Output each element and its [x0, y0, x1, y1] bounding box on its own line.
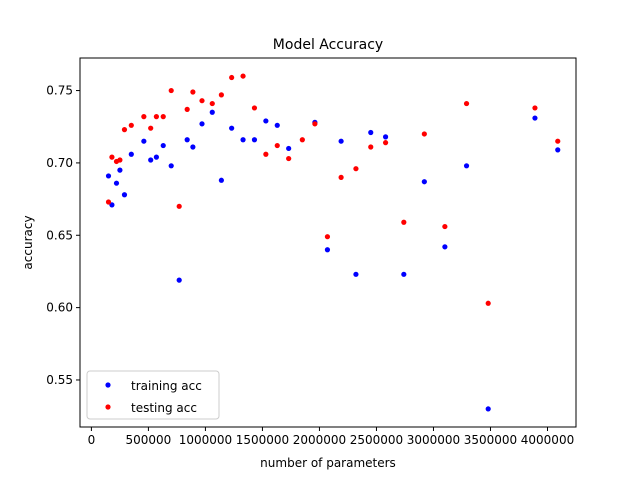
- legend: training acc testing acc: [86, 370, 220, 420]
- testing-acc-point: [153, 114, 159, 120]
- testing-acc-point: [485, 300, 491, 306]
- plot-frame: [79, 57, 577, 428]
- training-acc-point: [105, 173, 112, 179]
- x-tick-label: 2500000: [350, 433, 403, 447]
- training-acc-point: [463, 163, 470, 169]
- training-acc-point: [199, 121, 205, 127]
- x-axis-ticks: 0 500000 1000000 1500000 2000000 2500000 30000…: [88, 427, 574, 447]
- training-acc-point: [532, 115, 538, 121]
- testing-acc-point: [286, 155, 292, 162]
- testing-acc-point: [190, 89, 196, 95]
- x-tick-label: 500000: [126, 433, 172, 447]
- testing-acc-point: [353, 166, 359, 172]
- testing-acc-point: [368, 144, 374, 150]
- testing-acc-point: [184, 106, 190, 112]
- training-acc-point: [160, 142, 166, 149]
- training-acc-point: [209, 109, 215, 115]
- testing-acc-point: [263, 151, 269, 157]
- training-acc-point: [240, 137, 246, 143]
- training-acc-point: [274, 122, 280, 128]
- testing-acc-point: [338, 174, 344, 180]
- training-acc-point: [338, 138, 344, 144]
- training-acc-point: [442, 244, 448, 250]
- testing-acc-point: [442, 223, 448, 230]
- testing-acc-point: [382, 140, 389, 146]
- x-tick-label: 3000000: [407, 433, 460, 447]
- x-tick-label: 3500000: [464, 433, 517, 447]
- training-acc-point: [184, 137, 190, 143]
- testing-acc-point: [421, 131, 427, 137]
- training-acc-point: [168, 163, 174, 169]
- training-acc-point: [555, 147, 561, 153]
- testing-acc-point: [240, 73, 246, 79]
- training-acc-point: [286, 145, 292, 152]
- legend-label-training: training acc: [131, 379, 202, 393]
- testing-acc-point: [324, 234, 331, 240]
- testing-acc-point: [199, 98, 205, 104]
- y-tick-label: 0.60: [46, 301, 73, 315]
- x-tick-label: 4000000: [521, 433, 574, 447]
- training-acc-point: [353, 271, 359, 277]
- x-tick-label: 1500000: [236, 433, 289, 447]
- training-acc-point: [153, 154, 159, 160]
- y-axis-label: accuracy: [21, 215, 35, 269]
- testing-acc-point: [274, 142, 280, 149]
- testing-acc-point: [532, 105, 538, 111]
- x-axis-label: number of parameters: [260, 456, 396, 470]
- y-tick-label: 0.65: [46, 228, 73, 242]
- legend-marker-testing: [105, 404, 111, 410]
- testing-acc-point: [117, 157, 123, 163]
- training-acc-point: [229, 125, 235, 131]
- training-acc-point: [485, 406, 491, 412]
- data-marks: [105, 73, 561, 412]
- testing-acc-point: [168, 87, 174, 94]
- x-tick-label: 0: [88, 433, 96, 447]
- training-acc-point: [382, 134, 389, 140]
- testing-acc-point: [105, 199, 112, 205]
- training-acc-point: [251, 137, 258, 143]
- training-acc-point: [421, 179, 427, 185]
- y-tick-label: 0.55: [46, 373, 73, 387]
- testing-acc-point: [141, 114, 147, 120]
- training-acc-point: [148, 157, 154, 163]
- testing-acc-point: [229, 74, 235, 81]
- training-acc-point: [141, 138, 147, 144]
- training-acc-point: [121, 192, 128, 198]
- testing-acc-point: [176, 203, 182, 209]
- training-acc-point: [128, 151, 134, 157]
- training-acc-point: [401, 271, 407, 277]
- y-axis-ticks: 0.55 0.60 0.65 0.70 0.75: [46, 84, 80, 387]
- testing-acc-point: [218, 92, 224, 98]
- testing-acc-point: [555, 138, 561, 144]
- testing-acc-point: [160, 114, 166, 120]
- training-acc-point: [368, 129, 374, 136]
- testing-acc-point: [128, 122, 134, 128]
- training-acc-point: [113, 180, 120, 186]
- testing-acc-point: [109, 154, 115, 160]
- training-acc-point: [324, 247, 331, 253]
- legend-box: [86, 370, 220, 420]
- testing-acc-point: [148, 125, 154, 131]
- y-tick-label: 0.75: [46, 84, 73, 98]
- testing-acc-point: [312, 121, 318, 127]
- training-acc-point: [218, 177, 224, 183]
- testing-acc-point: [299, 137, 305, 143]
- chart-title: Model Accuracy: [273, 37, 383, 53]
- testing-acc-point: [463, 100, 470, 107]
- x-tick-label: 1000000: [179, 433, 232, 447]
- training-acc-point: [190, 144, 196, 150]
- training-acc-point: [117, 167, 123, 173]
- training-acc-point: [263, 118, 269, 124]
- legend-label-testing: testing acc: [131, 401, 197, 415]
- training-acc-point: [176, 277, 182, 283]
- testing-acc-point: [121, 127, 128, 133]
- testing-acc-point: [251, 105, 258, 111]
- y-tick-label: 0.70: [46, 156, 73, 170]
- training-acc-point: [109, 202, 115, 208]
- testing-acc-point: [209, 100, 215, 107]
- testing-acc-point: [401, 219, 407, 225]
- legend-marker-training: [105, 382, 111, 388]
- x-tick-label: 2000000: [293, 433, 346, 447]
